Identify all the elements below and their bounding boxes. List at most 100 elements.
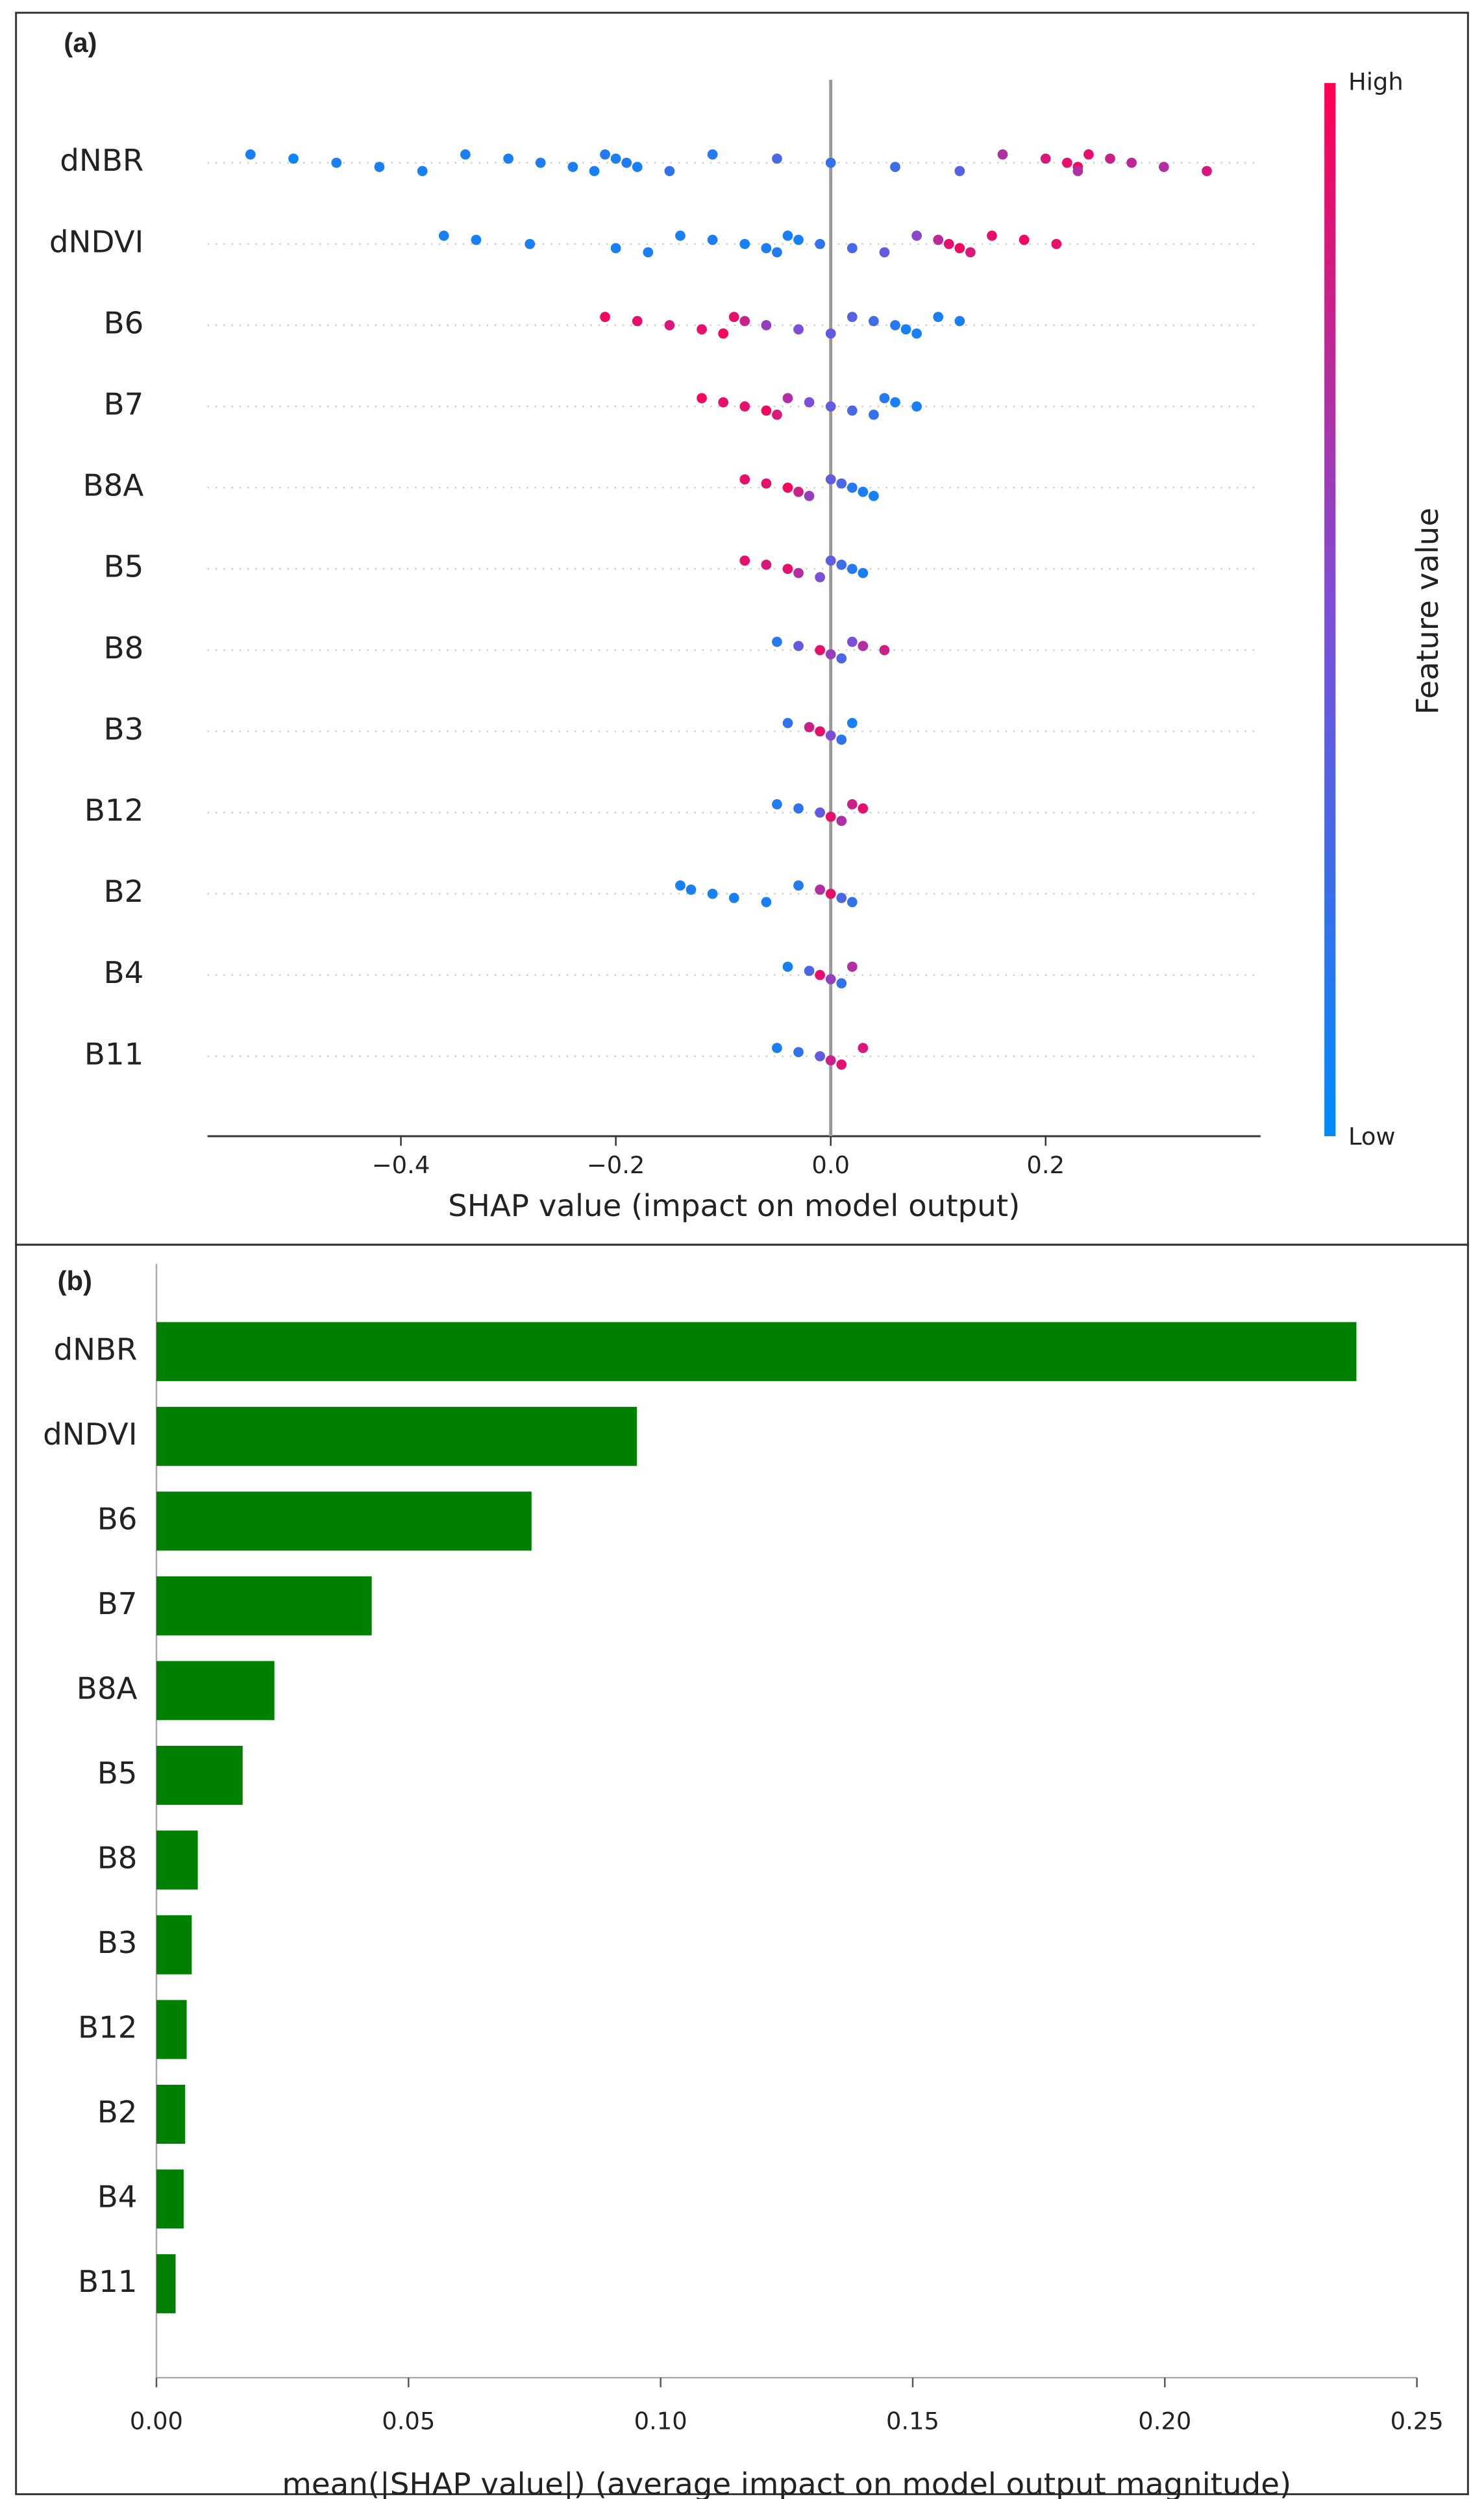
point [728, 312, 739, 322]
point [847, 717, 858, 728]
point [900, 324, 911, 335]
point [728, 893, 739, 903]
point [836, 815, 847, 827]
bar [156, 2169, 184, 2229]
y-tick-label: B7 [104, 388, 144, 423]
point [836, 653, 847, 664]
point [707, 149, 718, 160]
point [1126, 157, 1137, 168]
colorbar-low: Low [1348, 1123, 1396, 1150]
point [1040, 153, 1051, 164]
point [911, 328, 922, 339]
x-tick-label: 0.10 [634, 2407, 687, 2435]
point [847, 482, 858, 493]
point [825, 974, 836, 985]
point [911, 401, 922, 412]
panel-b-border [15, 1243, 1469, 2496]
point [836, 734, 847, 745]
point [858, 486, 869, 497]
point [417, 166, 428, 177]
point [697, 393, 707, 404]
colorbar [1324, 82, 1336, 1136]
point [997, 149, 1008, 160]
x-tick-label: 0.2 [1026, 1151, 1065, 1179]
x-axis-label: SHAP value (impact on model output) [448, 1189, 1020, 1224]
point [987, 230, 997, 241]
point [772, 636, 782, 647]
bar [156, 1322, 1357, 1382]
point [847, 243, 858, 254]
point [879, 645, 890, 656]
y-tick-label: B8 [97, 1841, 138, 1876]
y-tick-label: B6 [97, 1502, 138, 1537]
point [825, 649, 836, 660]
y-tick-label: B8A [83, 469, 144, 504]
y-tick-label: B8A [77, 1671, 138, 1706]
point [804, 397, 815, 408]
point [793, 641, 804, 651]
point [804, 722, 815, 732]
x-tick-label: 0.25 [1391, 2407, 1444, 2435]
point [836, 559, 847, 570]
point [869, 409, 879, 420]
point [804, 965, 815, 976]
point [739, 401, 750, 412]
point [815, 645, 825, 656]
point [664, 320, 675, 330]
bar [156, 2000, 187, 2059]
x-tick-label: 0.00 [130, 2407, 183, 2435]
point [535, 157, 546, 168]
point [739, 555, 750, 566]
point [815, 572, 825, 582]
point [761, 320, 772, 330]
point [761, 478, 772, 489]
y-tick-label: B4 [97, 2180, 138, 2215]
point [782, 564, 793, 575]
point [825, 812, 836, 822]
point [847, 636, 858, 647]
x-axis-label: mean(|SHAP value|) (average impact on mo… [282, 2467, 1291, 2499]
point [836, 893, 847, 903]
point [815, 884, 825, 895]
point [1083, 149, 1094, 160]
point [858, 641, 869, 651]
point [825, 401, 836, 412]
point [847, 564, 858, 575]
point [621, 157, 632, 168]
bar [156, 1830, 198, 1890]
y-tick-label: dNDVI [49, 225, 143, 260]
colorbar-high: High [1348, 68, 1404, 95]
point [869, 491, 879, 501]
point [954, 243, 965, 254]
point [793, 324, 804, 335]
point [761, 897, 772, 908]
point [815, 238, 825, 249]
point [772, 153, 782, 164]
point [869, 316, 879, 327]
point [836, 978, 847, 989]
bar [156, 1915, 192, 1974]
y-tick-label: B12 [84, 793, 143, 828]
point [836, 1059, 847, 1070]
y-tick-label: B5 [104, 550, 144, 585]
point [825, 157, 836, 168]
y-tick-label: B3 [104, 712, 144, 747]
point [686, 884, 697, 895]
point [825, 1055, 836, 1066]
point [965, 247, 976, 258]
y-tick-label: B11 [84, 1037, 143, 1072]
point [675, 880, 686, 891]
point [718, 328, 729, 339]
point [793, 486, 804, 497]
point [718, 397, 729, 408]
point [793, 1047, 804, 1058]
point [739, 238, 750, 249]
point [782, 482, 793, 493]
point [610, 243, 621, 254]
y-tick-label: B12 [78, 2010, 137, 2045]
point [664, 166, 675, 177]
x-tick-label: 0.20 [1138, 2407, 1191, 2435]
y-tick-label: B2 [97, 2095, 138, 2130]
y-tick-label: dNBR [60, 143, 143, 179]
